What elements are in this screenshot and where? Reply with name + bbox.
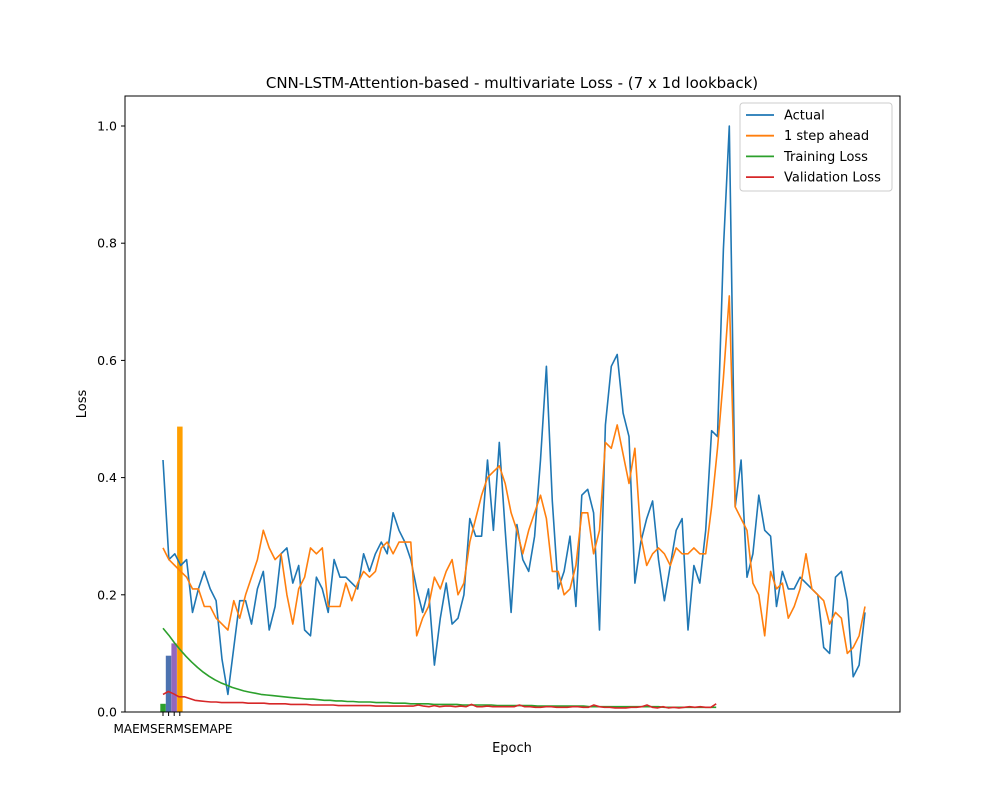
bar-mae — [160, 703, 166, 712]
chart-title: CNN-LSTM-Attention-based - multivariate … — [266, 74, 758, 92]
legend-label: Validation Loss — [784, 171, 881, 186]
series-line-1-step-ahead — [162, 295, 866, 655]
bar-rmse — [171, 643, 177, 712]
legend-label: Training Loss — [783, 150, 868, 165]
legend-label: 1 step ahead — [784, 129, 869, 144]
y-tick-label: 0.8 — [97, 236, 117, 251]
bar-mse — [165, 655, 172, 712]
x-axis-label: Epoch — [492, 741, 532, 756]
y-axis-label: Loss — [75, 390, 90, 419]
bar-mape — [177, 426, 183, 712]
y-tick-label: 0.6 — [97, 353, 117, 368]
series-line-training-loss — [162, 627, 717, 709]
y-tick-label: 0.4 — [97, 470, 117, 485]
axes-frame — [124, 95, 901, 713]
y-tick-label: 1.0 — [97, 119, 117, 134]
plot-area — [160, 125, 866, 712]
x-axis: MAEMSERMSEMAPE — [114, 712, 233, 736]
series-line-validation-loss — [162, 690, 717, 709]
y-axis: 0.0 0.2 0.4 0.6 0.8 1.0 — [97, 119, 125, 720]
y-tick-label: 0.0 — [97, 705, 117, 720]
x-tick-label: MAEMSERMSEMAPE — [114, 722, 233, 736]
legend-box — [739, 102, 893, 192]
legend-label: Actual — [784, 109, 825, 124]
series-line-actual — [162, 125, 866, 696]
legend: Actual 1 step ahead Training Loss Validatio… — [739, 102, 893, 192]
y-tick-label: 0.2 — [97, 587, 117, 602]
